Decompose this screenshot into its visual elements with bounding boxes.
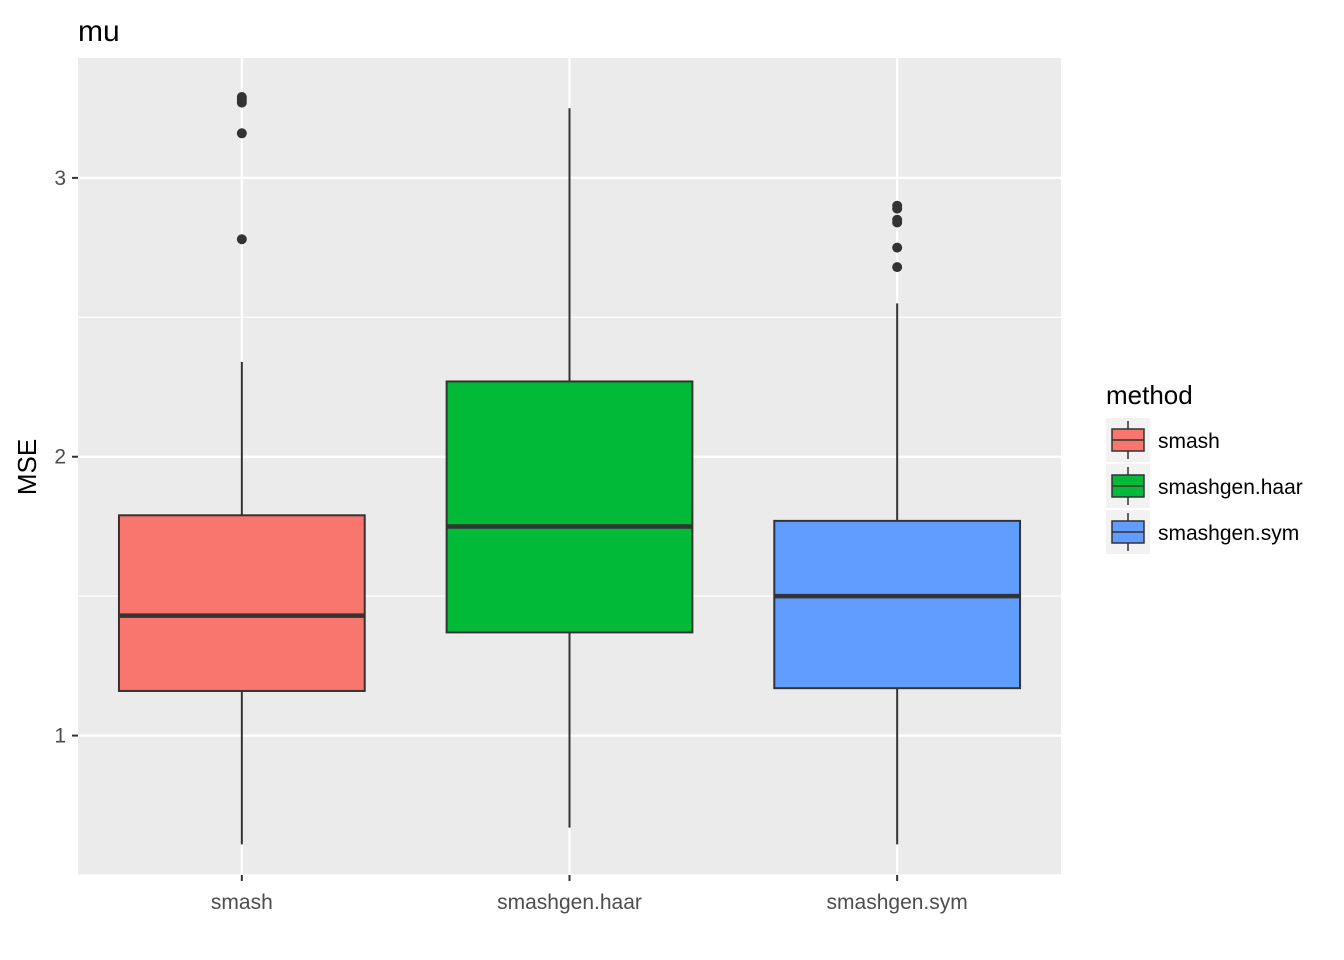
outlier-point-1 — [236, 128, 247, 139]
outlier-point-0 — [236, 234, 247, 245]
box-iqr — [117, 514, 366, 692]
y-tick-label-0: 1 — [54, 725, 66, 748]
legend-label: smashgen.sym — [1158, 522, 1299, 545]
y-axis: 1 2 3 — [54, 167, 78, 748]
legend-item-smashgen.sym: smashgen.sym — [1106, 510, 1299, 554]
boxes-layer — [117, 92, 1022, 845]
legend-item-smash: smash — [1106, 418, 1220, 462]
box-smashgen.sym — [773, 200, 1022, 845]
box-iqr — [773, 519, 1022, 690]
chart-title: mu — [78, 15, 120, 48]
x-tick-label-0: smash — [211, 891, 273, 914]
x-tick-label-1: smashgen.haar — [497, 891, 642, 914]
legend-label: smash — [1158, 430, 1220, 453]
outlier-point-3 — [892, 214, 903, 225]
outlier-point-1 — [892, 242, 903, 253]
box-smash — [117, 92, 366, 845]
box-smashgen.haar — [445, 108, 694, 828]
x-tick-label-2: smashgen.sym — [827, 891, 968, 914]
legend: method smash smashgen.haar smashgen.sym — [1106, 380, 1303, 554]
box-iqr — [445, 380, 694, 634]
outlier-point-0 — [892, 262, 903, 273]
legend-item-smashgen.haar: smashgen.haar — [1106, 464, 1303, 508]
x-axis: smash smashgen.haar smashgen.sym — [211, 875, 968, 914]
y-tick-label-2: 3 — [54, 167, 66, 190]
outlier-point-4 — [236, 92, 247, 103]
legend-label: smashgen.haar — [1158, 476, 1303, 499]
y-axis-label: MSE — [12, 439, 42, 495]
legend-title: method — [1106, 380, 1193, 410]
outlier-point-5 — [892, 200, 903, 211]
y-tick-label-1: 2 — [54, 446, 66, 469]
